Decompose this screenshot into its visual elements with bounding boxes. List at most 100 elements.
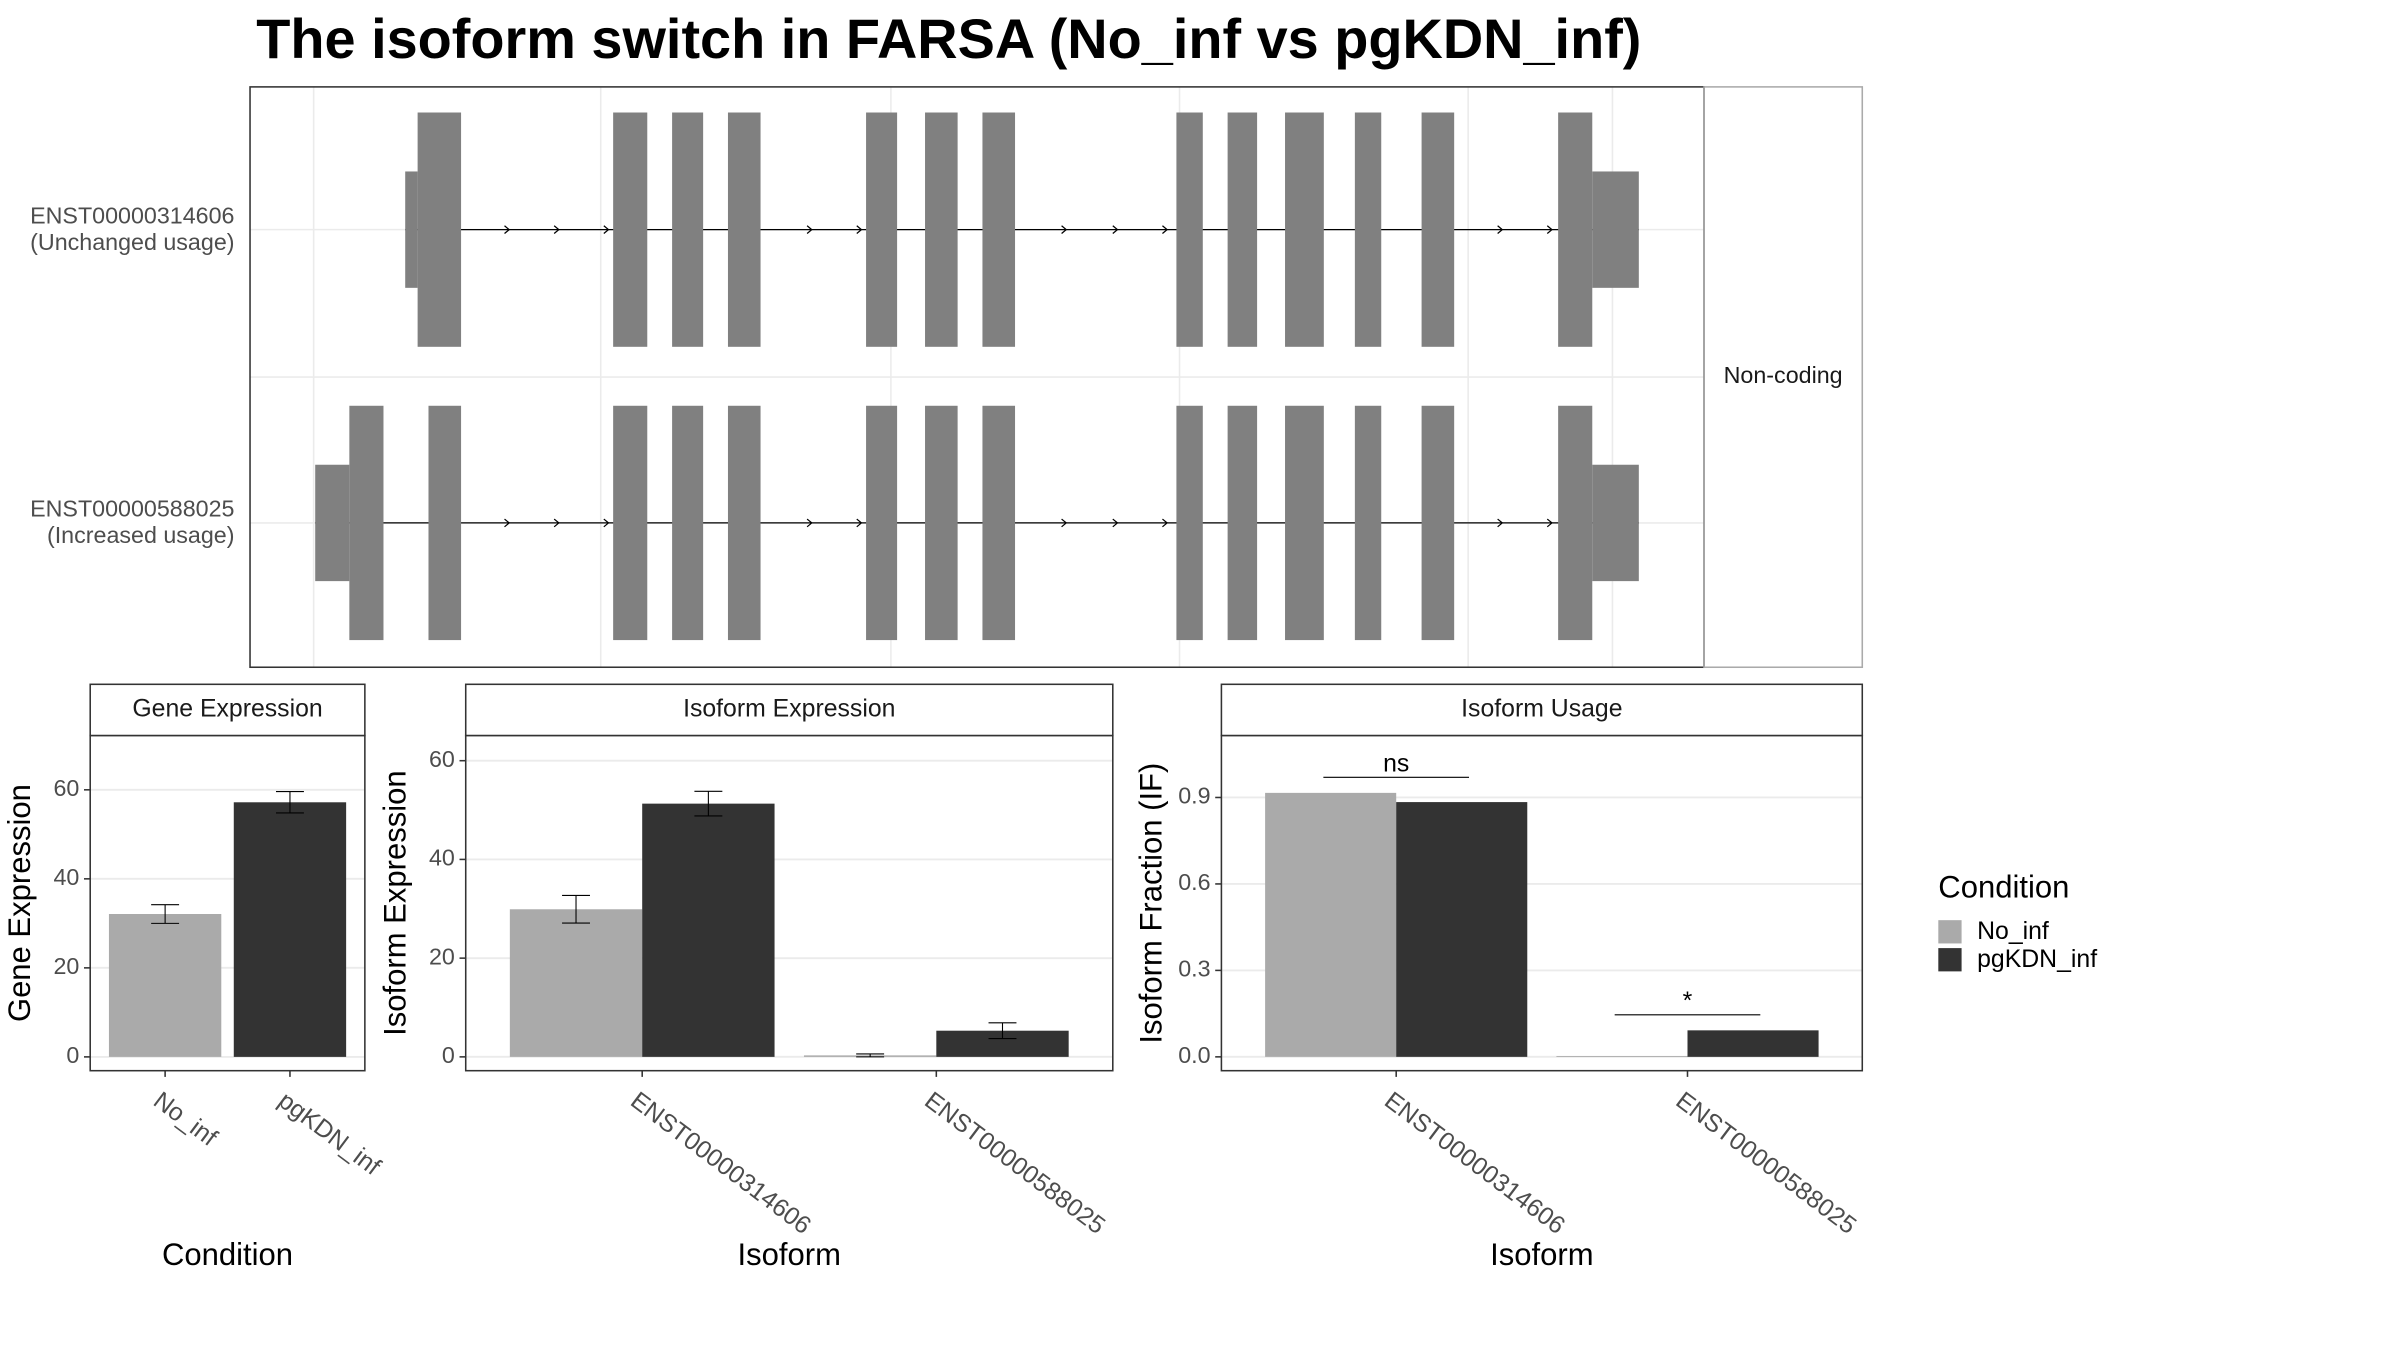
- x-tick-label: ENST00000314606: [1379, 1087, 1569, 1240]
- exon: [925, 405, 958, 641]
- bar: [1556, 1055, 1688, 1057]
- strand-arrow: [1497, 518, 1504, 528]
- strand-arrow: [603, 518, 610, 528]
- legend-swatch: [1938, 948, 1962, 972]
- exon: [727, 112, 761, 347]
- y-tick-label: 0.6: [1178, 869, 1210, 895]
- exon: [866, 112, 898, 347]
- bar: [233, 802, 347, 1057]
- exon: [982, 112, 1016, 347]
- x-tick-label: ENST00000588025: [919, 1087, 1109, 1240]
- utr: [1592, 464, 1639, 582]
- strand-arrow: [806, 518, 813, 528]
- strand-arrow: [1546, 225, 1553, 235]
- strand-arrow: [553, 225, 560, 235]
- strip-label: Non-coding: [1724, 362, 1843, 388]
- exon: [613, 405, 648, 641]
- exon: [1176, 112, 1203, 347]
- y-tick-label: 0: [442, 1042, 455, 1068]
- exon: [1285, 405, 1324, 641]
- exon: [1558, 112, 1593, 347]
- strip-title: Isoform Expression: [683, 695, 895, 722]
- strand-arrow: [553, 518, 560, 528]
- strand-arrow: [504, 518, 511, 528]
- figure-title: The isoform switch in FARSA (No_inf vs p…: [256, 7, 1641, 70]
- bar: [1687, 1030, 1819, 1057]
- exon: [417, 112, 462, 347]
- strand-arrow: [1061, 225, 1068, 235]
- error-bar: [694, 790, 723, 817]
- x-tick-label: pgKDN_inf: [273, 1087, 385, 1181]
- strand-arrow: [1112, 225, 1119, 235]
- bar: [108, 914, 222, 1057]
- x-axis-title: Condition: [162, 1237, 293, 1272]
- y-tick-label: 20: [429, 943, 455, 969]
- exon: [1176, 405, 1203, 641]
- x-tick-label: ENST00000588025: [1671, 1087, 1861, 1240]
- x-tick-label: ENST00000314606: [625, 1087, 815, 1240]
- exon: [1354, 405, 1382, 641]
- exon: [1354, 112, 1382, 347]
- strand-arrow: [504, 225, 511, 235]
- exon: [672, 112, 704, 347]
- strip: [89, 683, 366, 737]
- strip-title: Isoform Usage: [1461, 695, 1622, 722]
- y-tick-label: 20: [53, 953, 79, 979]
- strand-arrow: [1061, 518, 1068, 528]
- bar: [509, 909, 643, 1057]
- exon: [613, 112, 648, 347]
- isoform-usage: (Increased usage): [47, 522, 235, 548]
- x-tick-label: No_inf: [148, 1087, 222, 1152]
- error-bar: [856, 1053, 885, 1058]
- strand-arrow: [856, 225, 863, 235]
- exon: [428, 405, 462, 641]
- y-tick-label: 0.3: [1178, 956, 1210, 982]
- y-tick-label: 0: [66, 1042, 79, 1068]
- significance-label: ns: [1383, 750, 1409, 777]
- exon: [982, 405, 1016, 641]
- exon: [925, 112, 958, 347]
- strand-arrow: [856, 518, 863, 528]
- legend-label: No_inf: [1977, 918, 2049, 945]
- y-tick-label: 40: [429, 845, 455, 871]
- bar: [642, 803, 775, 1057]
- strip-title: Gene Expression: [132, 695, 322, 722]
- y-tick-label: 60: [429, 746, 455, 772]
- error-bar: [151, 904, 180, 924]
- x-axis-title: Isoform: [738, 1237, 841, 1272]
- exon: [349, 405, 384, 641]
- exon: [672, 405, 704, 641]
- error-bar: [275, 791, 304, 814]
- y-tick-label: 60: [53, 775, 79, 801]
- exon: [1558, 405, 1593, 641]
- y-tick-label: 0.9: [1178, 783, 1210, 809]
- strand-arrow: [603, 225, 610, 235]
- error-bar: [988, 1022, 1017, 1040]
- y-axis-title: Gene Expression: [2, 784, 37, 1022]
- utr: [405, 171, 418, 288]
- x-axis-title: Isoform: [1490, 1237, 1593, 1272]
- bar: [1396, 802, 1528, 1057]
- strand-arrow: [1162, 518, 1169, 528]
- utr: [315, 464, 350, 582]
- strand-arrow: [1546, 518, 1553, 528]
- y-tick-label: 0.0: [1178, 1042, 1210, 1068]
- strip: [464, 683, 1114, 737]
- utr: [1592, 171, 1639, 288]
- significance-label: *: [1683, 988, 1693, 1015]
- exon: [1421, 405, 1455, 641]
- isoform-usage: (Unchanged usage): [30, 229, 234, 255]
- strand-arrow: [1162, 225, 1169, 235]
- exon: [1227, 405, 1258, 641]
- y-axis-title: Isoform Fraction (IF): [1133, 763, 1168, 1044]
- strand-arrow: [806, 225, 813, 235]
- strand-arrow: [1497, 225, 1504, 235]
- exon: [1285, 112, 1324, 347]
- y-axis-title: Isoform Expression: [378, 770, 413, 1035]
- exon: [1421, 112, 1455, 347]
- y-tick-label: 40: [53, 864, 79, 890]
- exon: [866, 405, 898, 641]
- strip: [1220, 683, 1864, 737]
